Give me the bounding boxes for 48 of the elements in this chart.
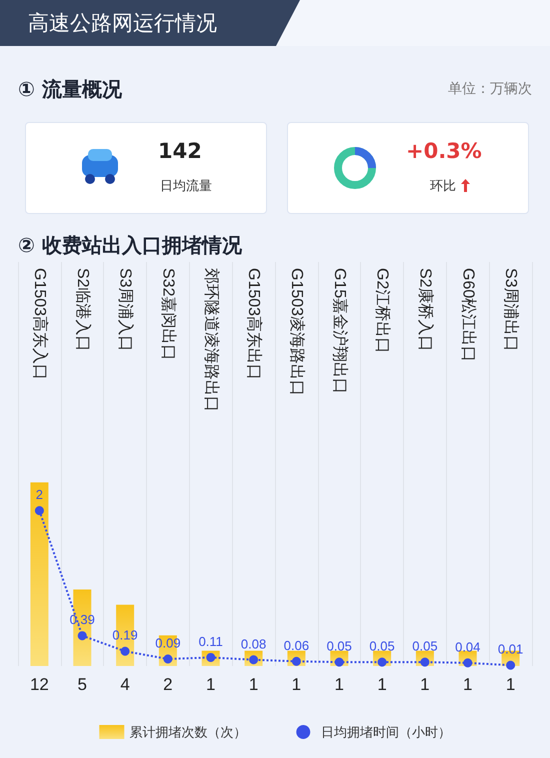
text: +0.3%	[406, 139, 482, 163]
x-tick-label: S3周浦入口	[116, 268, 135, 352]
point	[78, 631, 87, 640]
data-label: 5	[78, 675, 87, 694]
legend-label: 累计拥堵次数（次）	[129, 724, 246, 740]
data-label: 0.04	[455, 639, 480, 654]
x-tick-label: G2江桥出口	[374, 268, 392, 354]
x-tick-label: G1503高东出口	[245, 268, 264, 380]
data-label: 4	[120, 675, 130, 694]
data-label: 1	[292, 675, 302, 694]
x-tick-label: S2康桥入口	[416, 268, 434, 352]
point	[34, 506, 44, 516]
bar	[30, 482, 48, 666]
data-label: 1	[206, 675, 216, 694]
point	[506, 660, 516, 670]
data-label: 2	[36, 487, 44, 502]
x-tick-label: G60松江出口	[459, 268, 478, 362]
data-label: 0.05	[412, 638, 438, 654]
x-tick-label: S32嘉闵出口	[159, 268, 178, 360]
legend-label: 日均拥堵时间（小时）	[320, 724, 451, 740]
point	[120, 646, 130, 656]
data-label: 1	[506, 675, 516, 694]
data-label: 1	[334, 675, 344, 694]
chart-title: ② 收费站出入口拥堵情况	[18, 232, 242, 259]
data-label: 1	[377, 675, 387, 694]
x-tick-label: S2临港入口	[74, 268, 92, 352]
text: 日均流量	[160, 178, 212, 195]
text: 单位：万辆次	[448, 80, 532, 98]
data-label: 1	[463, 675, 472, 694]
x-tick-label: G1503高东入口	[30, 268, 49, 380]
x-tick-label: 郊环隧道凌海路出口	[202, 268, 220, 412]
text: 环比	[430, 178, 456, 195]
data-label: 12	[30, 675, 49, 694]
text: 高速公路网运行情况	[0, 0, 300, 46]
point	[163, 654, 172, 664]
text: 142	[158, 139, 202, 163]
x-tick-label: G1503凌海路出口	[288, 268, 306, 396]
text: ① 流量概况	[18, 76, 122, 103]
data-label: 2	[163, 675, 173, 694]
data-label: 1	[248, 675, 258, 694]
data-label: 0.06	[284, 638, 310, 653]
data-label: 0.08	[240, 636, 266, 652]
data-label: 0.05	[369, 638, 395, 654]
data-label: 0.11	[198, 634, 223, 649]
x-tick-label: S3周浦出口	[502, 268, 520, 352]
data-label: 0.05	[326, 638, 352, 654]
data-label: 1	[420, 675, 430, 694]
x-tick-label: G15嘉金沪翔出口	[330, 268, 349, 394]
